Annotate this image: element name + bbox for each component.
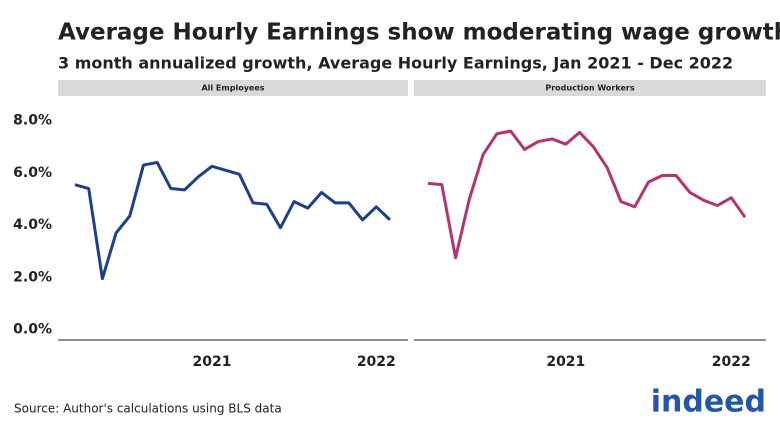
line [74,160,392,281]
x-tick-label: 2021 [192,354,231,370]
y-tick-label: 0.0% [13,322,52,338]
facet-title: Production Workers [545,84,634,93]
source: Source: Author's calculations using BLS … [14,402,282,416]
x-tick-label: 2022 [712,354,751,370]
y-tick-label: 4.0% [13,217,52,233]
chart-subtitle: 3 month annualized growth, Average Hourl… [58,54,733,73]
facet-strip [414,80,766,96]
logo: indeed [651,385,766,420]
facet-title: All Employees [201,84,264,93]
x-tick-label: 2022 [357,354,396,370]
line [427,129,747,260]
chart-title: Average Hourly Earnings show moderating … [58,20,780,46]
x-tick-label: 2021 [546,354,585,370]
y-tick-label: 2.0% [13,269,52,285]
y-tick-label: 8.0% [13,113,52,129]
y-tick-label: 6.0% [13,165,52,181]
facet-strip [58,80,408,96]
